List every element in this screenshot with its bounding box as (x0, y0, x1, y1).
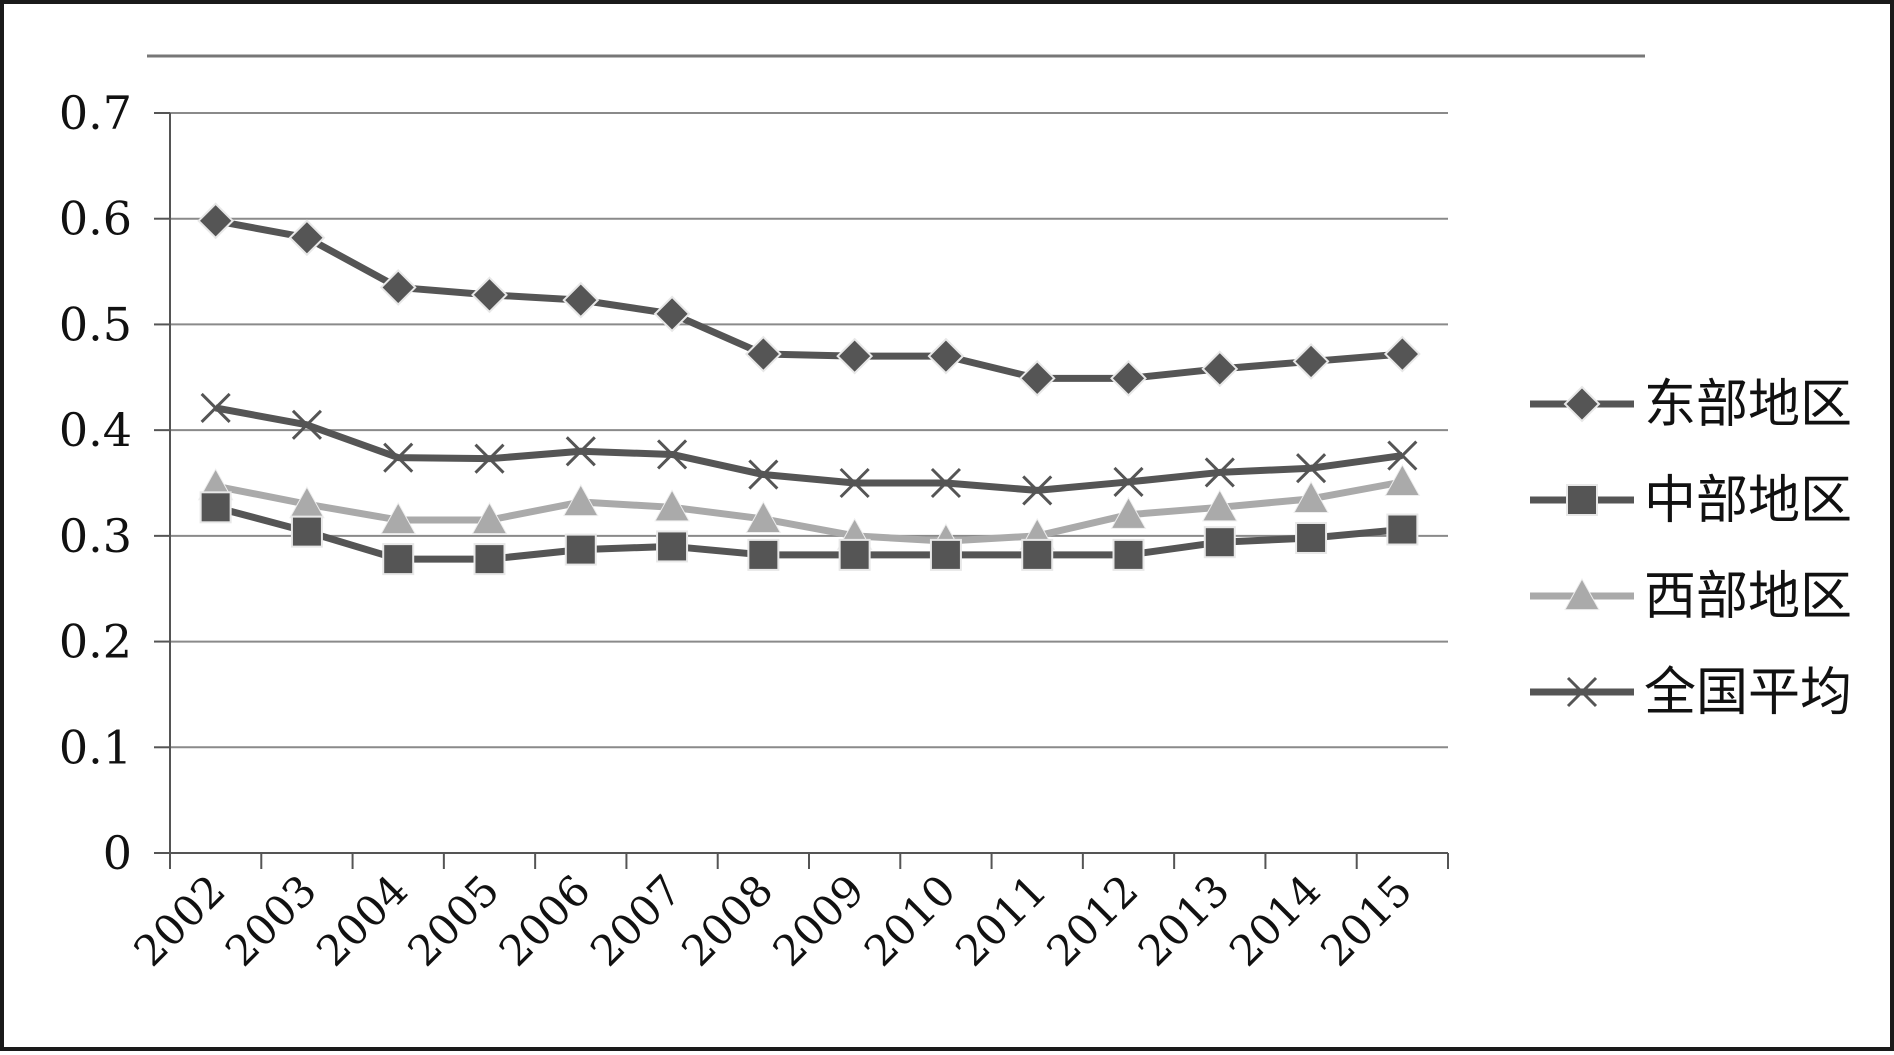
series-lines (197, 202, 1421, 576)
data-point (1021, 538, 1054, 571)
series-0 (197, 202, 1421, 397)
legend-item: 全国平均 (1530, 663, 1852, 723)
legend-label: 中部地区 (1644, 471, 1852, 531)
data-point (565, 436, 596, 467)
x-tick-label: 2014 (1220, 865, 1330, 975)
data-point (930, 467, 961, 499)
data-point (1110, 359, 1147, 397)
x-tick-label: 2013 (1129, 865, 1239, 975)
y-tick-label: 0.2 (59, 615, 132, 669)
data-point (657, 439, 688, 470)
data-point (474, 443, 505, 474)
y-tick-labels: 0 0.1 0.2 0.3 0.4 0.5 0.6 0.7 (59, 86, 132, 880)
legend-marker (1566, 676, 1598, 708)
data-point (291, 409, 322, 440)
data-point (1296, 453, 1327, 484)
series-1 (199, 491, 1419, 576)
data-point (836, 337, 874, 375)
data-point (1383, 335, 1421, 373)
legend-marker (1564, 577, 1600, 611)
data-point (379, 269, 417, 306)
data-point (1201, 350, 1239, 388)
data-point (473, 543, 506, 576)
y-tick-label: 0.5 (59, 297, 132, 351)
data-point (838, 538, 871, 571)
data-point (471, 276, 508, 314)
legend-item: 西部地区 (1530, 567, 1852, 627)
data-point (747, 538, 780, 571)
y-tick-label: 0.6 (59, 192, 132, 246)
x-tick-label: 2011 (946, 865, 1056, 975)
data-point (1203, 526, 1236, 559)
data-point (383, 442, 414, 473)
series-3 (200, 392, 1418, 506)
data-point (653, 295, 691, 333)
data-point (744, 335, 782, 373)
data-point (200, 392, 231, 424)
data-point (1110, 496, 1147, 529)
data-point (564, 533, 597, 566)
legend-label: 西部地区 (1644, 567, 1852, 627)
data-point (839, 467, 870, 499)
x-tick-label: 2012 (1037, 865, 1147, 975)
data-point (197, 202, 235, 240)
data-point (288, 219, 326, 257)
legend-label: 全国平均 (1644, 663, 1852, 723)
data-point (1113, 466, 1144, 498)
data-point (380, 501, 417, 535)
data-point (382, 543, 415, 576)
legend-item: 东部地区 (1530, 375, 1852, 435)
data-point (1018, 359, 1056, 397)
data-point (1387, 440, 1418, 471)
y-tick-label: 0.1 (59, 720, 132, 774)
line-chart: 00.10.20.30.40.50.60.7 20022003200420052… (59, 54, 1852, 976)
legend-label: 东部地区 (1644, 375, 1852, 435)
axes (154, 112, 1449, 869)
data-point (929, 538, 962, 571)
data-point (1201, 489, 1238, 522)
data-point (1112, 538, 1145, 571)
y-tick-label: 0 (103, 826, 132, 880)
data-point (1022, 475, 1053, 506)
series-line (214, 478, 1403, 545)
x-tick-label: 2007 (581, 865, 691, 975)
y-tick-label: 0.7 (59, 86, 132, 140)
legend-marker (1563, 385, 1601, 423)
x-tick-label: 2006 (490, 865, 600, 975)
y-tick-label: 0.4 (59, 403, 132, 457)
data-point (199, 491, 232, 524)
x-tick-label: 2002 (124, 865, 234, 975)
data-point (1293, 480, 1329, 513)
x-tick-label: 2009 (763, 865, 873, 975)
data-point (562, 281, 600, 319)
x-tick-label: 2008 (672, 865, 782, 975)
x-tick-label: 2003 (216, 865, 326, 975)
data-point (654, 489, 690, 522)
y-tick-label: 0.3 (59, 509, 132, 563)
x-tick-labels: 2002200320042005200620072008200920102011… (124, 865, 1421, 975)
x-tick-label: 2015 (1311, 865, 1421, 975)
series-line (215, 404, 1403, 494)
gridlines (170, 112, 1448, 749)
data-point (745, 500, 782, 534)
data-point (290, 515, 323, 548)
data-point (927, 337, 965, 375)
data-point (1292, 343, 1330, 380)
data-point (748, 459, 779, 490)
data-point (656, 530, 689, 563)
legend-marker (1566, 484, 1598, 516)
x-tick-label: 2005 (398, 865, 508, 975)
x-tick-label: 2004 (307, 865, 417, 975)
legend-item: 中部地区 (1530, 471, 1852, 531)
data-point (562, 483, 599, 517)
data-point (1295, 521, 1328, 554)
x-tick-label: 2010 (855, 865, 965, 975)
data-point (1384, 463, 1421, 497)
data-point (1386, 513, 1419, 546)
data-point (1204, 457, 1235, 488)
data-point (471, 501, 508, 535)
